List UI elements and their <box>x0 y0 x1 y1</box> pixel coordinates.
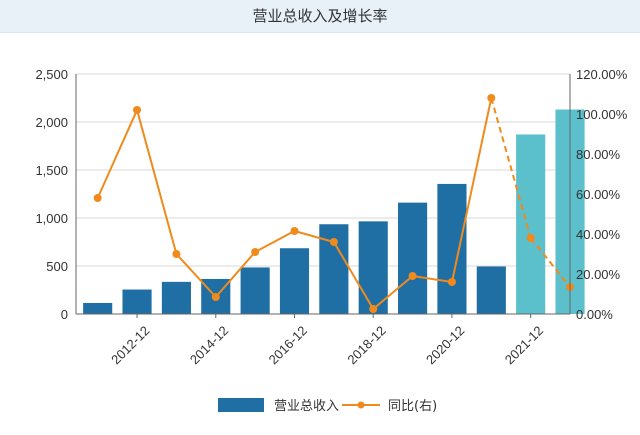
bar-revenue <box>279 248 310 314</box>
legend-label-revenue: 营业总收入 <box>274 399 339 414</box>
point-yoy <box>93 194 102 202</box>
y-right-tick-label: 120.00% <box>576 67 628 82</box>
y-right-tick-label: 40.00% <box>576 227 621 242</box>
point-yoy <box>329 238 338 246</box>
bar-revenue <box>476 266 506 314</box>
legend-label-yoy: 同比(右) <box>388 399 437 414</box>
y-left-tick-label: 0 <box>61 307 68 322</box>
point-yoy <box>172 250 181 258</box>
chart-title: 营业总收入及增长率 <box>252 7 388 25</box>
point-yoy <box>133 106 142 114</box>
x-tick-label: 2018-12 <box>344 323 388 367</box>
y-left-tick-label: 1,500 <box>35 163 68 178</box>
y-left-tick-label: 2,500 <box>35 67 68 82</box>
x-tick-label: 2014-12 <box>187 323 231 367</box>
y-right-tick-label: 80.00% <box>576 147 621 162</box>
legend-swatch-revenue <box>218 398 264 412</box>
line-layer <box>93 94 575 313</box>
title-bar <box>0 0 640 33</box>
y-left-tick-label: 2,000 <box>35 115 68 130</box>
bar-revenue <box>358 221 388 314</box>
x-tick-label: 2016-12 <box>266 323 310 367</box>
point-yoy <box>211 293 220 301</box>
point-yoy <box>290 227 299 235</box>
y-right-tick-label: 20.00% <box>576 267 621 282</box>
y-right-tick-label: 100.00% <box>576 107 628 122</box>
bar-revenue <box>437 183 467 314</box>
y-left-tick-label: 500 <box>46 259 68 274</box>
bar-revenue <box>240 267 270 314</box>
x-tick-label: 2020-12 <box>423 323 467 367</box>
x-tick-label: 2021-12 <box>502 323 546 367</box>
bar-revenue <box>122 289 152 314</box>
y-right-tick-label: 60.00% <box>576 187 621 202</box>
point-yoy <box>408 272 417 280</box>
line-yoy-forecast <box>490 97 571 288</box>
bar-revenue <box>319 224 349 314</box>
point-yoy <box>526 234 535 242</box>
point-yoy <box>369 305 378 313</box>
legend-layer: 营业总收入 同比(右) <box>218 398 437 414</box>
bar-revenue <box>83 302 113 314</box>
point-yoy <box>487 94 496 102</box>
point-yoy <box>251 248 260 256</box>
y-right-tick-label: 0.00% <box>576 307 613 322</box>
bar-revenue <box>516 134 546 314</box>
point-yoy <box>447 278 456 286</box>
y-left-tick-label: 1,000 <box>35 211 68 226</box>
bars-layer <box>83 109 585 315</box>
bar-revenue <box>161 281 191 314</box>
x-tick-label: 2012-12 <box>108 323 152 367</box>
legend-swatch-yoy-marker <box>357 401 365 409</box>
bar-revenue <box>398 202 428 314</box>
